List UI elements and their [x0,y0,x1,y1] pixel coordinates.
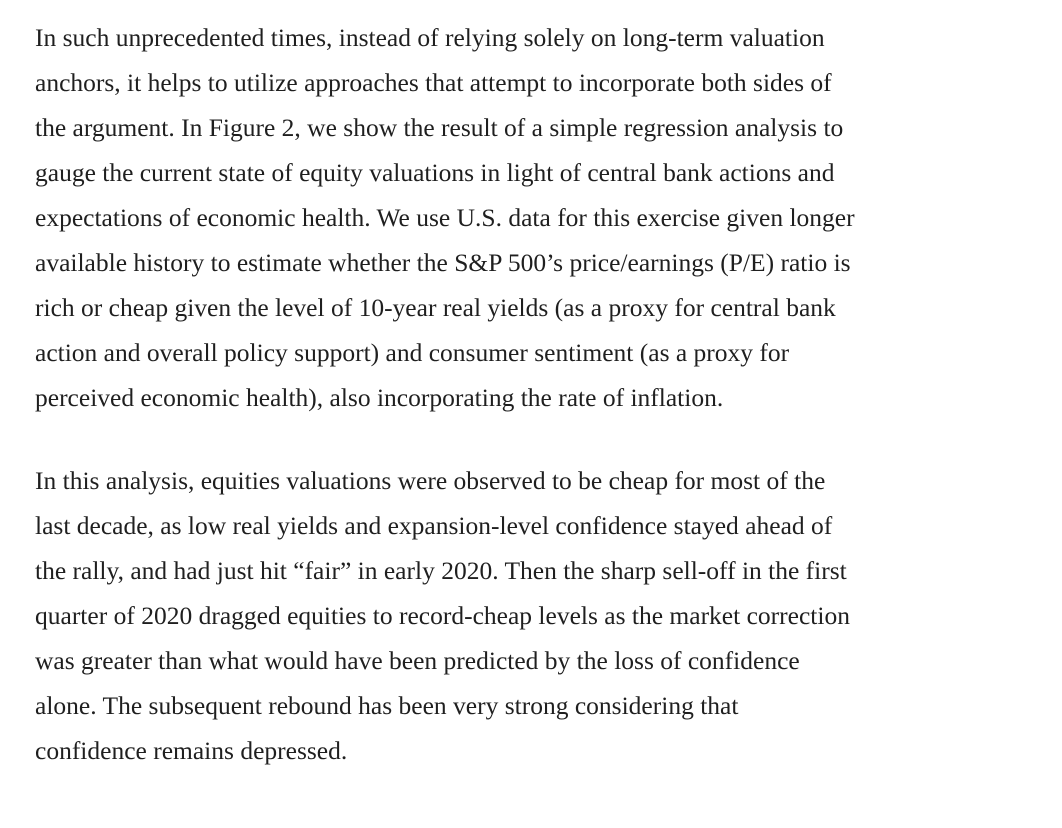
text-line: available history to estimate whether th… [35,248,851,277]
text-line: perceived economic health), also incorpo… [35,383,724,412]
text-line: gauge the current state of equity valuat… [35,158,835,187]
text-line: rich or cheap given the level of 10-year… [35,293,836,322]
paragraph-analysis-results: In this analysis, equities valuations we… [35,458,1035,773]
text-line: the rally, and had just hit “fair” in ea… [35,556,847,585]
text-line: alone. The subsequent rebound has been v… [35,691,739,720]
text-line: action and overall policy support) and c… [35,338,790,367]
text-line: expectations of economic health. We use … [35,203,855,232]
text-line: confidence remains depressed. [35,736,348,765]
text-line: In such unprecedented times, instead of … [35,23,825,52]
text-line: was greater than what would have been pr… [35,646,800,675]
text-line: anchors, it helps to utilize approaches … [35,68,832,97]
text-line: last decade, as low real yields and expa… [35,511,833,540]
paragraph-valuation-approach: In such unprecedented times, instead of … [35,15,1035,420]
article-body: In such unprecedented times, instead of … [35,15,1035,773]
text-line: the argument. In Figure 2, we show the r… [35,113,844,142]
text-line: In this analysis, equities valuations we… [35,466,826,495]
text-line: quarter of 2020 dragged equities to reco… [35,601,850,630]
